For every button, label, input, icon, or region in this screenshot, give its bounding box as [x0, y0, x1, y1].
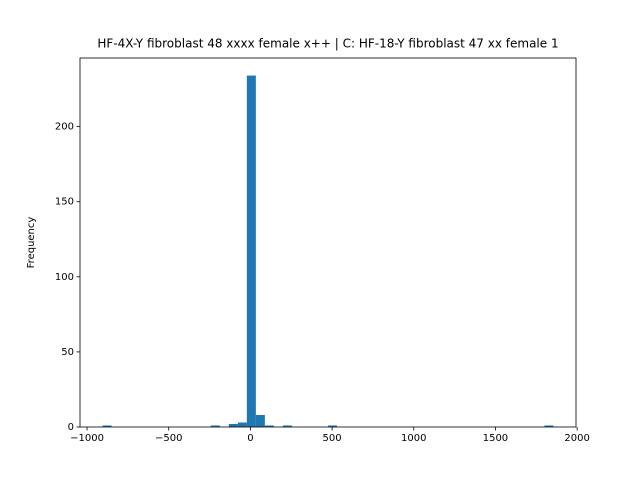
bar: [282, 425, 292, 427]
y-tick-label: 0: [68, 422, 74, 433]
x-tick-label: 0: [247, 433, 253, 444]
y-tick-label: 50: [61, 347, 74, 358]
bar: [264, 425, 274, 427]
bar: [255, 414, 265, 427]
bar: [544, 425, 554, 427]
bar: [228, 423, 238, 427]
bar: [102, 425, 112, 427]
x-tick-label: −500: [155, 433, 182, 444]
y-tick-label: 200: [55, 122, 74, 133]
bar: [210, 425, 220, 427]
x-tick-label: 500: [323, 433, 342, 444]
plot-frame: [79, 57, 577, 428]
x-tick-label: −1000: [70, 433, 104, 444]
bar: [328, 425, 338, 427]
x-tick-label: 1500: [483, 433, 508, 444]
bar: [246, 75, 256, 428]
y-tick-label: 150: [55, 197, 74, 208]
x-tick-label: 2000: [564, 433, 589, 444]
y-axis-label: Frequency: [26, 217, 37, 269]
x-tick-label: 1000: [401, 433, 426, 444]
bar: [237, 422, 247, 427]
chart-title: HF-4X-Y fibroblast 48 xxxx female x++ | …: [97, 37, 558, 51]
y-tick-label: 100: [55, 272, 74, 283]
